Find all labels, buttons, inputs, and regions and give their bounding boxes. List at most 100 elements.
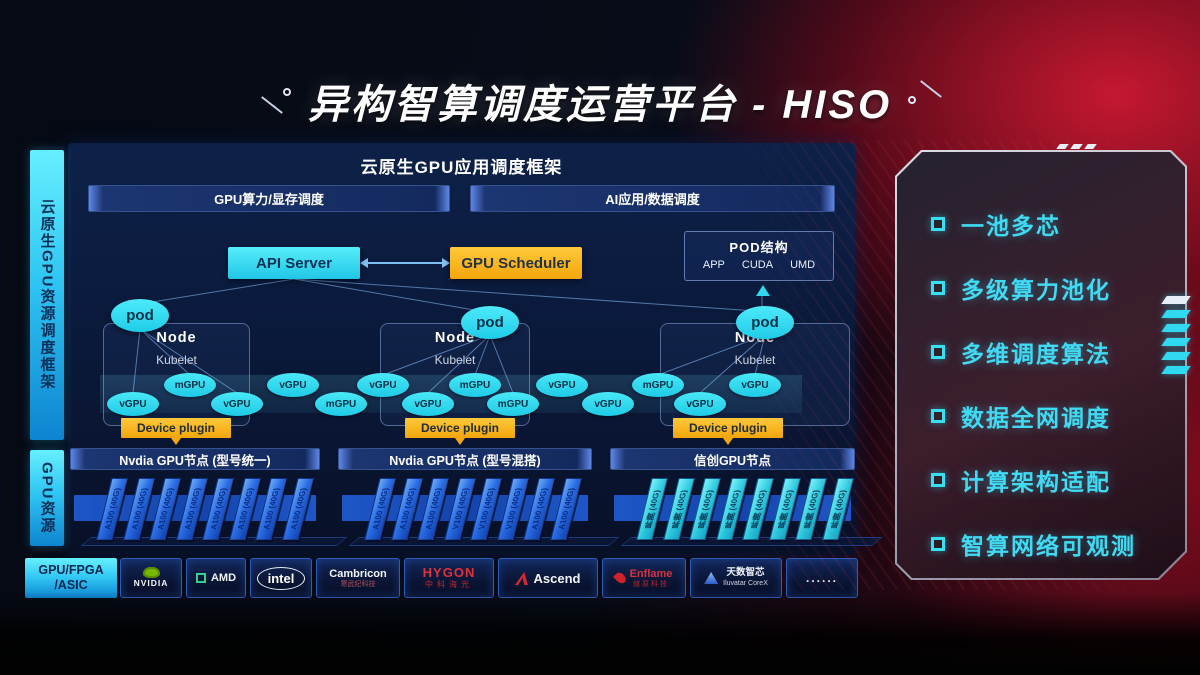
feature-label: 数据全网调度 [961,405,1111,431]
node-label: Node [156,330,197,346]
pod-oval: pod [111,299,169,332]
vgpu-oval: vGPU [582,392,634,416]
chip-types-box: GPU/FPGA /ASIC [25,558,117,598]
stripe-icon [1161,310,1191,318]
intel-logo: intel [256,566,306,590]
square-bullet-icon [931,409,945,423]
chip-types-line1: GPU/FPGA [38,563,104,577]
pod-layer-app: APP [702,259,725,271]
gpu-node-type-bar: Nvdia GPU节点 (型号混搭) [338,448,592,470]
vendor-ascend: Ascend [498,558,598,598]
feature-item: 一池多芯 [931,192,1175,256]
page-title: 异构智算调度运营平台 - HISO [307,83,893,127]
feature-label: 多维调度算法 [961,341,1111,367]
square-bullet-icon [931,473,945,487]
circuit-node-icon [908,80,942,104]
stripe-icon [1161,324,1191,332]
chip-types-line2: /ASIC [54,578,88,592]
vgpu-oval: vGPU [674,392,726,416]
vendor-enflame: Enflame 燧原科技 [602,558,686,598]
up-arrow-icon [756,285,770,296]
enflame-logo-icon [612,570,628,586]
stripe-icon [1161,352,1191,360]
hazard-stripes-icon [1161,296,1191,380]
pod-layer-cuda: CUDA [741,259,774,271]
device-plugin-box: Device plugin [673,418,783,445]
pod-structure-box: POD结构 APP CUDA UMD [684,231,834,281]
rail-gpu-resources: GPU资源 [30,450,64,546]
vendor-name: HYGON [422,564,476,580]
stripe-icon [1161,296,1191,304]
vendor-cambricon: Cambricon 寒武纪科技 [316,558,400,598]
square-bullet-icon [931,345,945,359]
feature-label: 计算架构适配 [961,469,1111,495]
feature-item: 多维调度算法 [931,320,1175,384]
vendor-amd: AMD [186,558,246,598]
kubelet-label: Kubelet [434,353,476,367]
mgpu-oval: mGPU [164,373,216,397]
vendor-name: Enflame [629,567,673,580]
vendor-name: AMD [210,572,237,584]
device-plugin-box: Device plugin [405,418,515,445]
vgpu-oval: vGPU [357,373,409,397]
mgpu-oval: mGPU [315,392,367,416]
feature-label: 多级算力池化 [961,277,1111,303]
vendor-subname: 寒武纪科技 [340,580,376,588]
circuit-node-icon [261,88,291,114]
gpu-node-type-bar: 信创GPU节点 [610,448,855,470]
corner-slashes-icon [1056,144,1097,149]
vendor-subname: 燧原科技 [632,580,669,588]
vendor-nvidia: NVIDIA [120,558,182,598]
device-plugin-box: Device plugin [121,418,231,445]
feature-item: 智算网络可观测 [931,512,1175,576]
vgpu-oval: vGPU [211,392,263,416]
pod-oval: pod [461,306,519,339]
stripe-icon [1161,338,1191,346]
bidirectional-arrow [360,258,450,268]
vgpu-oval: vGPU [107,392,159,416]
vgpu-oval: vGPU [729,373,781,397]
amd-logo-icon [195,573,206,583]
feature-panel-inner: 一池多芯多级算力池化 多维调度算法 数据全网调度 计算架构适配 智算网络可观测 [897,152,1185,578]
square-bullet-icon [931,281,945,295]
vendor-name: Cambricon [329,567,387,580]
gpu-node-type-bar: Nvdia GPU节点 (型号统一) [70,448,320,470]
pod-layer-umd: UMD [790,259,816,271]
lane-gpu-compute-scheduling: GPU算力/显存调度 [88,185,450,212]
feature-label: 一池多芯 [961,213,1061,239]
kubelet-label: Kubelet [156,353,197,367]
vendor-name: 天数智芯 [726,567,765,579]
vgpu-oval: vGPU [402,392,454,416]
more-vendors-dots: ...... [805,571,838,585]
feature-label: 智算网络可观测 [961,533,1136,559]
feature-item: 数据全网调度 [931,384,1175,448]
architecture-panel: 云原生GPU应用调度框架 GPU算力/显存调度 AI应用/数据调度 AP [68,143,883,555]
vgpu-oval: vGPU [267,373,319,397]
nvidia-logo-icon [142,567,160,579]
iluvatar-logo-icon [704,572,719,584]
vendor-more: ...... [786,558,858,598]
lane-ai-data-scheduling: AI应用/数据调度 [470,185,835,212]
mgpu-oval: mGPU [632,373,684,397]
rail-label: 云原生GPU资源调度框架 [38,199,56,391]
vendor-intel: intel [250,558,312,598]
kubelet-label: Kubelet [734,353,776,367]
vendor-iluvatar: 天数智芯 Iluvatar CoreX [690,558,782,598]
feature-panel: 一池多芯多级算力池化 多维调度算法 数据全网调度 计算架构适配 智算网络可观测 [895,150,1187,580]
vendor-name: Ascend [533,570,581,586]
vendor-hygon: HYGON 中科海光 [404,558,494,598]
feature-item: 计算架构适配 [931,448,1175,512]
vgpu-oval: vGPU [536,373,588,397]
square-bullet-icon [931,537,945,551]
square-bullet-icon [931,217,945,231]
vendor-subname: Iluvatar CoreX [723,579,768,587]
vendor-subname: 中科海光 [424,580,473,590]
mgpu-oval: mGPU [449,373,501,397]
pod-oval: pod [736,306,794,339]
rail-scheduling-framework: 云原生GPU资源调度框架 [30,150,64,440]
framework-header: 云原生GPU应用调度框架 [360,158,563,177]
feature-item: 多级算力池化 [931,256,1175,320]
vendor-name: NVIDIA [133,578,169,589]
ascend-logo-icon [514,572,529,585]
